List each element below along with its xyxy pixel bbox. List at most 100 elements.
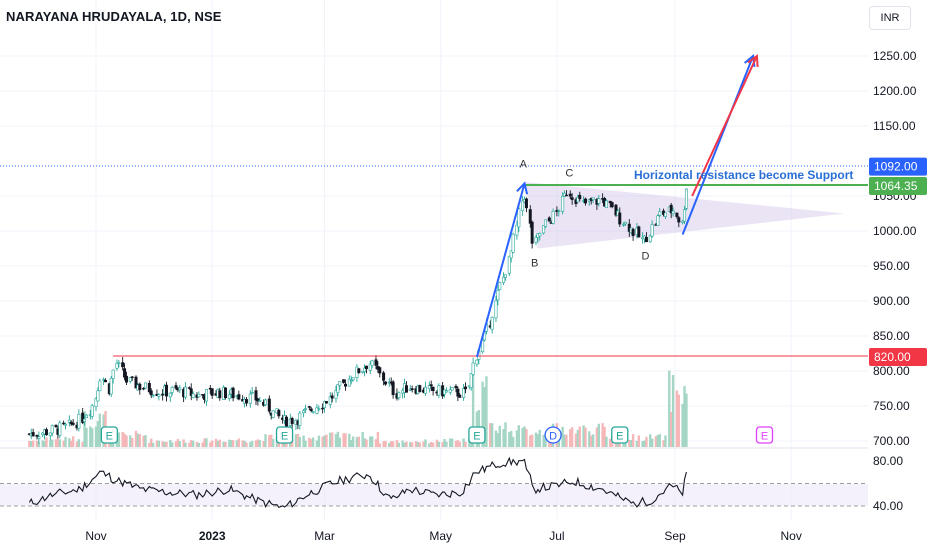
- volume-bar: [410, 442, 414, 447]
- volume-bar: [321, 436, 324, 447]
- volume-bar: [357, 436, 361, 447]
- rsi-line: [28, 456, 687, 509]
- volume-bar: [485, 376, 488, 447]
- event-marker-5[interactable]: E: [611, 426, 629, 444]
- volume-bar: [138, 434, 142, 447]
- volume-bar: [605, 436, 608, 447]
- volume-bar: [675, 390, 679, 447]
- rsi-tick-label: 80.00: [873, 454, 903, 468]
- volume-bar: [311, 437, 315, 447]
- candle-body: [64, 423, 68, 426]
- candle-body: [648, 235, 652, 243]
- volume-bar: [338, 437, 341, 447]
- volume-bar: [445, 441, 448, 447]
- volume-bar: [245, 442, 248, 447]
- volume-bar: [165, 441, 168, 447]
- candle-body: [336, 384, 340, 393]
- volume-bar: [681, 403, 684, 447]
- volume-bar: [174, 441, 178, 447]
- candle-body: [462, 388, 466, 398]
- candle-body: [382, 372, 386, 381]
- candle-body: [427, 385, 431, 390]
- candle-body: [277, 409, 281, 417]
- price-tag-label: 1092.00: [874, 160, 918, 174]
- volume-bar: [542, 434, 545, 447]
- candle-body: [378, 367, 382, 374]
- candle-body: [608, 200, 612, 204]
- volume-bar: [650, 438, 654, 447]
- volume-bar: [205, 438, 208, 447]
- volume-bar: [277, 440, 281, 447]
- event-marker-6[interactable]: E: [755, 426, 774, 444]
- candle-body: [149, 390, 153, 396]
- candle-body: [391, 381, 395, 396]
- rsi-band: [0, 484, 868, 506]
- candle-body: [298, 412, 302, 426]
- price-axis[interactable]: 1250.001200.001150.001050.001000.00950.0…: [873, 49, 917, 448]
- volume-bar: [538, 429, 541, 447]
- candle-body: [576, 196, 580, 203]
- candle-body: [50, 425, 54, 434]
- candle-body: [323, 401, 327, 408]
- volume-bar: [435, 439, 439, 447]
- candle-body: [448, 389, 452, 393]
- volume-bar: [224, 441, 227, 447]
- candle-body: [456, 388, 460, 397]
- currency-button[interactable]: INR: [869, 6, 911, 30]
- event-marker-1[interactable]: E: [100, 426, 118, 444]
- candle-body: [515, 224, 519, 236]
- candle-body: [490, 317, 494, 330]
- candle-body: [324, 401, 328, 404]
- candle-body: [67, 419, 71, 423]
- event-label: D: [549, 431, 557, 443]
- candle-body: [475, 359, 479, 365]
- volume-bar: [504, 422, 507, 447]
- candle-body: [511, 233, 515, 253]
- volume-bar: [85, 427, 88, 447]
- candle-body: [631, 229, 635, 236]
- candle-body: [637, 226, 641, 238]
- time-axis[interactable]: Nov 2023 Mar May Jul Sep Nov: [85, 529, 802, 543]
- candle-body: [178, 387, 182, 391]
- candle-body: [130, 376, 134, 378]
- volume-bar: [374, 439, 378, 447]
- volume-bar: [254, 440, 258, 447]
- volume-bar: [323, 435, 326, 447]
- volume-bar: [561, 426, 564, 447]
- earnings-icon: [468, 426, 486, 444]
- volume-bar: [355, 437, 359, 447]
- candle-body: [271, 410, 275, 418]
- candle-body: [503, 274, 507, 278]
- candle-body: [663, 212, 667, 217]
- volume-bar: [348, 433, 351, 447]
- volume-bar: [157, 440, 161, 447]
- rsi-axis[interactable]: 80.00 40.00: [873, 454, 903, 513]
- candle-body: [671, 210, 675, 215]
- volume-bar: [563, 434, 566, 447]
- candle-body: [347, 378, 351, 387]
- candle-body: [568, 193, 572, 197]
- candle-body: [481, 339, 485, 353]
- volume-bar: [511, 436, 515, 447]
- volume-bar: [534, 432, 538, 447]
- event-marker-4[interactable]: D: [544, 426, 562, 444]
- volume-bar: [591, 434, 595, 447]
- volume-bar: [365, 439, 368, 447]
- volume-bar: [677, 394, 681, 447]
- volume-bar: [629, 439, 633, 447]
- volume-bar: [150, 438, 153, 447]
- trend-arrow-head-1: [516, 181, 529, 195]
- time-tick-label: Mar: [314, 529, 335, 543]
- volume-bar: [35, 440, 39, 447]
- volume-bar: [182, 439, 185, 447]
- chart-title: NARAYANA HRUDAYALA, 1D, NSE: [6, 9, 222, 24]
- candle-body: [669, 204, 673, 214]
- candle-body: [191, 393, 195, 398]
- event-marker-3[interactable]: E: [468, 426, 486, 444]
- candle-body: [231, 387, 235, 399]
- candle-body: [321, 407, 325, 410]
- event-marker-2[interactable]: E: [275, 426, 294, 444]
- candle-body: [542, 225, 546, 234]
